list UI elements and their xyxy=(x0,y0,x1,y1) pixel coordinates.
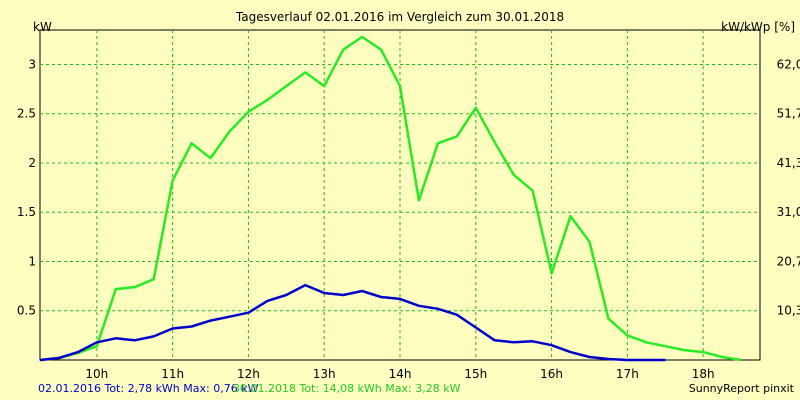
y-tick-label-right: 62,0 xyxy=(777,57,800,71)
x-tick-label: 14h xyxy=(389,367,412,381)
y-tick-label-left: 1 xyxy=(28,254,36,268)
x-tick-label: 10h xyxy=(85,367,108,381)
credit-text: SunnyReport pinxit xyxy=(688,382,794,395)
y-tick-label-right: 41,3 xyxy=(777,156,800,170)
y-tick-label-left: 2 xyxy=(28,156,36,170)
y-tick-label-right: 10,3 xyxy=(777,304,800,318)
x-tick-label: 18h xyxy=(692,367,715,381)
y-tick-label-left: 3 xyxy=(28,57,36,71)
x-tick-label: 13h xyxy=(313,367,336,381)
legend-series-2016: 02.01.2016 Tot: 2,78 kWh Max: 0,76 kW xyxy=(38,382,259,395)
legend-series-2018: 30.01.2018 Tot: 14,08 kWh Max: 3,28 kW xyxy=(233,382,461,395)
chart-title: Tagesverlauf 02.01.2016 im Vergleich zum… xyxy=(235,10,565,24)
x-tick-label: 12h xyxy=(237,367,260,381)
y-tick-label-left: 0.5 xyxy=(17,304,36,318)
x-tick-label: 17h xyxy=(616,367,639,381)
y-tick-label-right: 31,0 xyxy=(777,205,800,219)
y-tick-label-right: 51,7 xyxy=(777,107,800,121)
y-axis-label-left: kW xyxy=(33,20,52,34)
x-tick-label: 16h xyxy=(540,367,563,381)
series-line-02-01-2016 xyxy=(39,283,666,362)
x-tick-label: 15h xyxy=(464,367,487,381)
y-tick-label-left: 2.5 xyxy=(17,107,36,121)
y-tick-label-left: 1.5 xyxy=(17,205,36,219)
y-axis-label-right: kW/kWp [%] xyxy=(721,20,795,34)
series-line-30-01-2018 xyxy=(39,35,742,362)
x-tick-label: 11h xyxy=(161,367,184,381)
y-tick-label-right: 20,7 xyxy=(777,254,800,268)
